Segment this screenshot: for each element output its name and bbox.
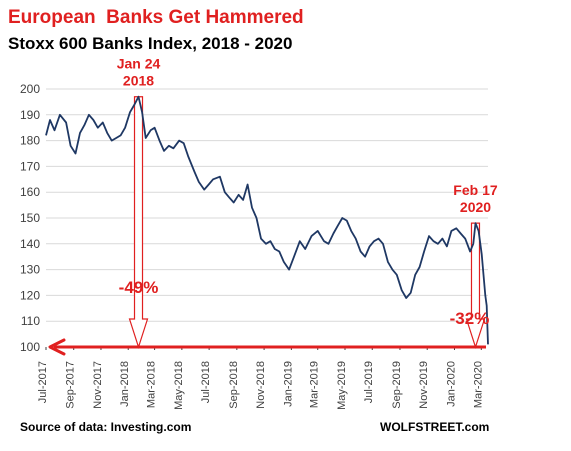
y-tick-label: 150 bbox=[20, 211, 40, 225]
x-tick-label: Jan-2019 bbox=[282, 361, 294, 407]
annotation-date: Jan 24 bbox=[117, 56, 161, 72]
x-tick-label: Sep-2017 bbox=[65, 361, 77, 409]
annotation-year: 2020 bbox=[460, 199, 491, 215]
y-tick-label: 190 bbox=[20, 108, 40, 122]
series-line bbox=[45, 95, 489, 345]
annotation-date: Feb 17 bbox=[453, 182, 498, 198]
x-tick-label: Mar-2020 bbox=[472, 361, 484, 408]
chart-subtitle: Stoxx 600 Banks Index, 2018 - 2020 bbox=[8, 34, 293, 53]
y-tick-label: 100 bbox=[20, 340, 40, 354]
y-tick-label: 170 bbox=[20, 159, 40, 173]
x-tick-label: Jul-2017 bbox=[37, 361, 49, 403]
y-tick-label: 180 bbox=[20, 134, 40, 148]
drop-arrow-2018 bbox=[128, 96, 149, 349]
chart-title: European Banks Get Hammered bbox=[8, 7, 304, 28]
x-tick-label: May-2019 bbox=[336, 361, 348, 410]
percent-change-label: -32% bbox=[450, 309, 490, 328]
x-tick-label: Sep-2019 bbox=[391, 361, 403, 409]
y-tick-label: 140 bbox=[20, 237, 40, 251]
x-tick-label: Nov-2019 bbox=[418, 361, 430, 409]
y-tick-label: 130 bbox=[20, 263, 40, 277]
x-tick-label: Jul-2019 bbox=[363, 361, 375, 403]
x-tick-label: Jan-2018 bbox=[119, 361, 131, 407]
x-tick-label: Sep-2018 bbox=[228, 361, 240, 409]
x-tick-label: Jul-2018 bbox=[200, 361, 212, 403]
x-tick-label: Jan-2020 bbox=[445, 361, 457, 407]
x-tick-label: May-2018 bbox=[173, 361, 185, 410]
source-note: Source of data: Investing.com bbox=[20, 420, 192, 434]
x-tick-label: Nov-2018 bbox=[255, 361, 267, 409]
brand-label: WOLFSTREET.com bbox=[380, 420, 490, 434]
x-tick-label: Mar-2019 bbox=[309, 361, 321, 408]
annotation-year: 2018 bbox=[123, 73, 154, 89]
percent-change-label: -49% bbox=[119, 278, 159, 297]
y-tick-label: 200 bbox=[20, 82, 40, 96]
drop-arrow-2020 bbox=[465, 222, 486, 349]
y-tick-label: 120 bbox=[20, 288, 40, 302]
y-tick-label: 110 bbox=[21, 314, 40, 328]
x-tick-label: Nov-2017 bbox=[92, 361, 104, 409]
baseline-arrowhead bbox=[48, 338, 66, 356]
x-tick-label: Mar-2018 bbox=[146, 361, 158, 408]
y-tick-label: 160 bbox=[20, 185, 40, 199]
